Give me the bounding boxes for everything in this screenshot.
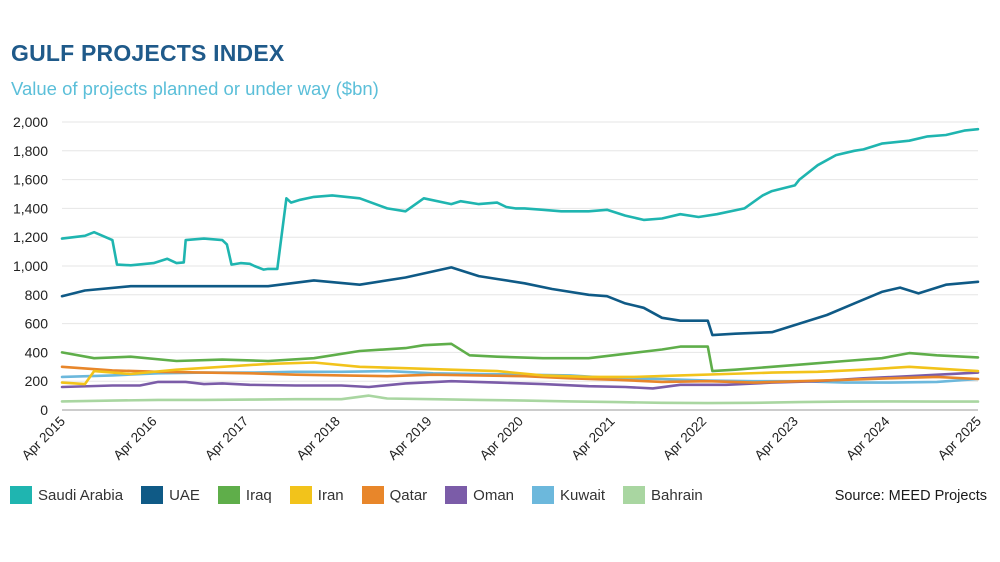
- y-tick-label: 1,200: [13, 229, 48, 245]
- legend-swatch: [532, 486, 555, 504]
- series-line-bahrain: [60, 394, 980, 405]
- legend-item-bahrain: Bahrain: [623, 486, 703, 504]
- legend-swatch: [623, 486, 646, 504]
- legend-label: Kuwait: [560, 486, 606, 504]
- legend-swatch: [289, 486, 312, 504]
- legend-label: Saudi Arabia: [38, 486, 124, 504]
- y-tick-label: 1,800: [13, 143, 48, 159]
- legend-label: Bahrain: [651, 486, 703, 504]
- y-tick-label: 0: [40, 402, 48, 418]
- series-line-uae: [60, 266, 980, 337]
- series-line-iraq: [60, 342, 980, 373]
- legend-item-qatar: Qatar: [361, 486, 428, 504]
- legend-swatch: [10, 486, 32, 504]
- y-tick-label: 1,600: [13, 172, 48, 188]
- x-tick-label: Apr 2019: [385, 414, 434, 463]
- chart-title: GULF PROJECTS INDEX: [11, 40, 285, 66]
- x-tick-label: Apr 2017: [202, 414, 251, 463]
- legend-item-kuwait: Kuwait: [532, 486, 605, 504]
- x-tick-label: Apr 2024: [843, 413, 893, 463]
- legend-swatch: [445, 486, 468, 504]
- legend-swatch: [361, 486, 384, 504]
- legend-label: Qatar: [389, 486, 428, 504]
- legend-item-iraq: Iraq: [217, 486, 272, 504]
- x-tick-label: Apr 2023: [752, 414, 801, 463]
- legend-item-iran: Iran: [289, 486, 344, 504]
- y-tick-label: 2,000: [13, 114, 48, 130]
- legend: Saudi Arabia UAE Iraq Iran Qatar Oman Kuwait Ba…: [10, 486, 721, 504]
- series-line-qatar: [60, 365, 980, 384]
- y-tick-label: 800: [25, 287, 49, 303]
- y-tick-label: 1,000: [13, 258, 48, 274]
- x-tick-label: Apr 2016: [110, 414, 159, 463]
- legend-label: Iraq: [245, 486, 272, 504]
- y-tick-label: 1,400: [13, 200, 48, 216]
- x-tick-label: Apr 2020: [477, 414, 526, 463]
- y-tick-label: 400: [25, 344, 49, 360]
- x-tick-label: Apr 2018: [294, 414, 343, 463]
- legend-label: Oman: [473, 486, 515, 504]
- series-line-iran: [60, 361, 980, 386]
- chart-subtitle: Value of projects planned or under way (…: [11, 78, 379, 99]
- legend-item-oman: Oman: [445, 486, 514, 504]
- x-tick-label: Apr 2015: [19, 414, 68, 463]
- legend-label: UAE: [169, 486, 200, 504]
- legend-item-saudi-arabia: Saudi Arabia: [10, 486, 123, 504]
- y-tick-label: 600: [25, 316, 49, 332]
- legend-swatch: [217, 486, 240, 504]
- legend-item-uae: UAE: [141, 486, 200, 504]
- y-tick-label: 200: [25, 373, 49, 389]
- source-note: Source: MEED Projects: [834, 488, 987, 504]
- series-line-saudi-arabia: [60, 127, 980, 271]
- x-tick-label: Apr 2022: [660, 414, 709, 463]
- legend-swatch: [141, 486, 164, 504]
- legend-label: Iran: [317, 486, 344, 504]
- x-tick-label: Apr 2021: [568, 414, 617, 463]
- x-tick-label: Apr 2025: [935, 414, 984, 463]
